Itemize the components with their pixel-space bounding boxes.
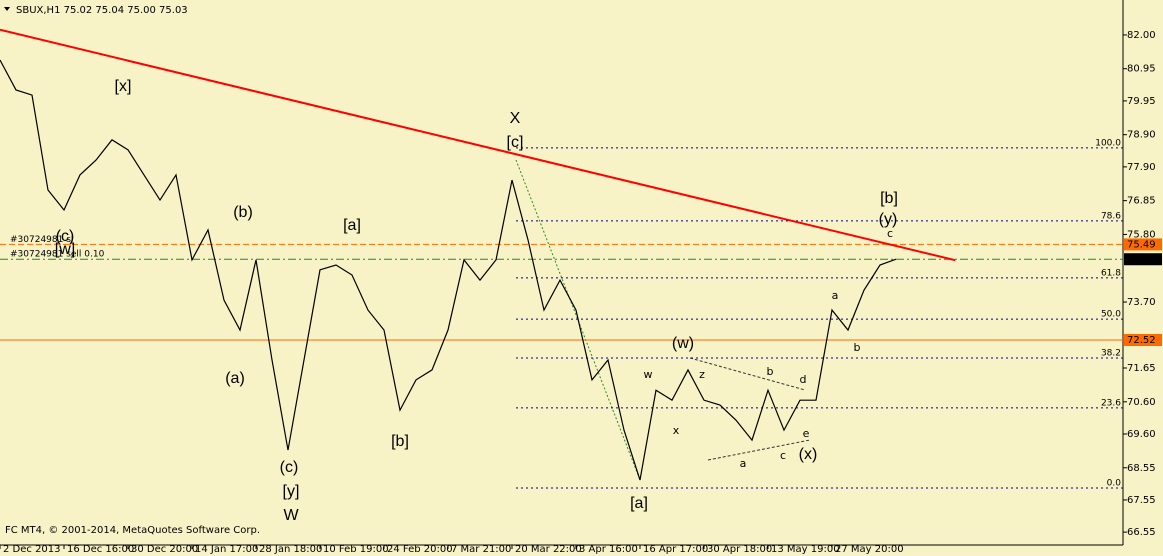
wave-label: [a] bbox=[630, 495, 648, 512]
x-tick-label: 14 Jan 17:00 bbox=[195, 544, 258, 555]
y-tick-label: 68.55 bbox=[1127, 463, 1156, 474]
y-tick-label: 76.85 bbox=[1127, 196, 1156, 207]
y-tick-label: 73.70 bbox=[1127, 297, 1156, 308]
y-tick-label: 71.65 bbox=[1127, 363, 1156, 374]
x-tick-label: 28 Jan 18:00 bbox=[259, 544, 322, 555]
wave-label: (c) bbox=[56, 228, 75, 245]
wave-label: [x] bbox=[115, 78, 132, 95]
y-tick-label: 79.95 bbox=[1127, 96, 1156, 107]
wave-label: [y] bbox=[283, 483, 300, 500]
y-tick-label: 69.60 bbox=[1127, 429, 1156, 440]
fib-label: 78.6 bbox=[1101, 211, 1121, 221]
wave-label: d bbox=[800, 373, 807, 386]
wave-label: [w] bbox=[55, 241, 75, 258]
fib-label: 100.0 bbox=[1095, 138, 1121, 148]
wave-label: c bbox=[887, 227, 893, 240]
price-box-label: 75.03 bbox=[1127, 254, 1156, 265]
price-box-label: 75.49 bbox=[1127, 239, 1156, 250]
wave-label: a bbox=[740, 457, 747, 470]
price-line-series bbox=[0, 59, 897, 481]
y-tick-label: 80.95 bbox=[1127, 64, 1156, 75]
trendline bbox=[0, 28, 956, 262]
wave-label: e bbox=[803, 427, 810, 440]
x-tick-label: 27 May 20:00 bbox=[835, 544, 904, 555]
wave-label: z bbox=[699, 368, 705, 381]
x-tick-label: 2 Dec 2013 bbox=[3, 544, 61, 555]
y-tick-label: 82.00 bbox=[1127, 30, 1156, 41]
copyright: FC MT4, © 2001-2014, MetaQuotes Software… bbox=[5, 525, 260, 536]
x-tick-label: 16 Apr 17:00 bbox=[643, 544, 708, 555]
wave-label: (c) bbox=[280, 459, 299, 476]
triangle-line bbox=[707, 439, 811, 461]
y-tick-label: 75.80 bbox=[1127, 229, 1156, 240]
price-box bbox=[1124, 253, 1162, 266]
wave-label: X bbox=[510, 110, 521, 127]
fib-label: 61.8 bbox=[1101, 268, 1121, 278]
wave-label: (b) bbox=[233, 204, 253, 221]
fib-label: 23.6 bbox=[1101, 398, 1121, 408]
wave-label: (a) bbox=[225, 370, 245, 387]
wave-label: (y) bbox=[879, 211, 898, 228]
fib-label: 0.0 bbox=[1107, 479, 1122, 489]
order-label: #30724981 sell 0.10 bbox=[10, 250, 105, 260]
wave-label: b bbox=[767, 365, 774, 378]
wave-label: a bbox=[832, 289, 839, 302]
wave-label: x bbox=[673, 424, 680, 437]
wave-connector bbox=[515, 159, 641, 481]
wave-label: b bbox=[854, 341, 861, 354]
x-tick-label: 30 Apr 18:00 bbox=[707, 544, 772, 555]
x-tick-label: 30 Dec 20:00 bbox=[131, 544, 198, 555]
wave-label: w bbox=[644, 368, 653, 381]
y-tick-label: 77.90 bbox=[1127, 162, 1156, 173]
price-box bbox=[1124, 334, 1162, 347]
wave-label: c bbox=[780, 449, 786, 462]
wave-label: (x) bbox=[799, 446, 818, 463]
wave-label: [b] bbox=[880, 190, 898, 207]
x-tick-label: 13 May 19:00 bbox=[771, 544, 840, 555]
wave-label: W bbox=[283, 507, 299, 524]
x-tick-label: 3 Apr 16:00 bbox=[579, 544, 638, 555]
chart-title: SBUX,H1 75.02 75.04 75.00 75.03 bbox=[16, 5, 188, 16]
menu-arrow[interactable] bbox=[4, 7, 10, 11]
y-tick-label: 78.90 bbox=[1127, 130, 1156, 141]
wave-label: (w) bbox=[672, 335, 694, 352]
price-box bbox=[1124, 238, 1162, 251]
y-tick-label: 67.55 bbox=[1127, 495, 1156, 506]
x-tick-label: 24 Feb 20:00 bbox=[387, 544, 453, 555]
price-box-label: 72.52 bbox=[1127, 335, 1156, 346]
order-label: #30724981 sl bbox=[10, 235, 73, 245]
y-tick-label: 66.55 bbox=[1127, 527, 1156, 538]
x-tick-label: 10 Feb 19:00 bbox=[323, 544, 389, 555]
y-tick-label: 70.60 bbox=[1127, 397, 1156, 408]
x-tick-label: 20 Mar 22:00 bbox=[515, 544, 582, 555]
wave-label: [b] bbox=[391, 433, 409, 450]
wave-label: [c] bbox=[507, 134, 524, 151]
fib-label: 50.0 bbox=[1101, 310, 1121, 320]
x-tick-label: 7 Mar 21:00 bbox=[451, 544, 511, 555]
wave-label: [a] bbox=[343, 217, 361, 234]
x-tick-label: 16 Dec 16:00 bbox=[67, 544, 134, 555]
fib-label: 38.2 bbox=[1101, 349, 1121, 359]
